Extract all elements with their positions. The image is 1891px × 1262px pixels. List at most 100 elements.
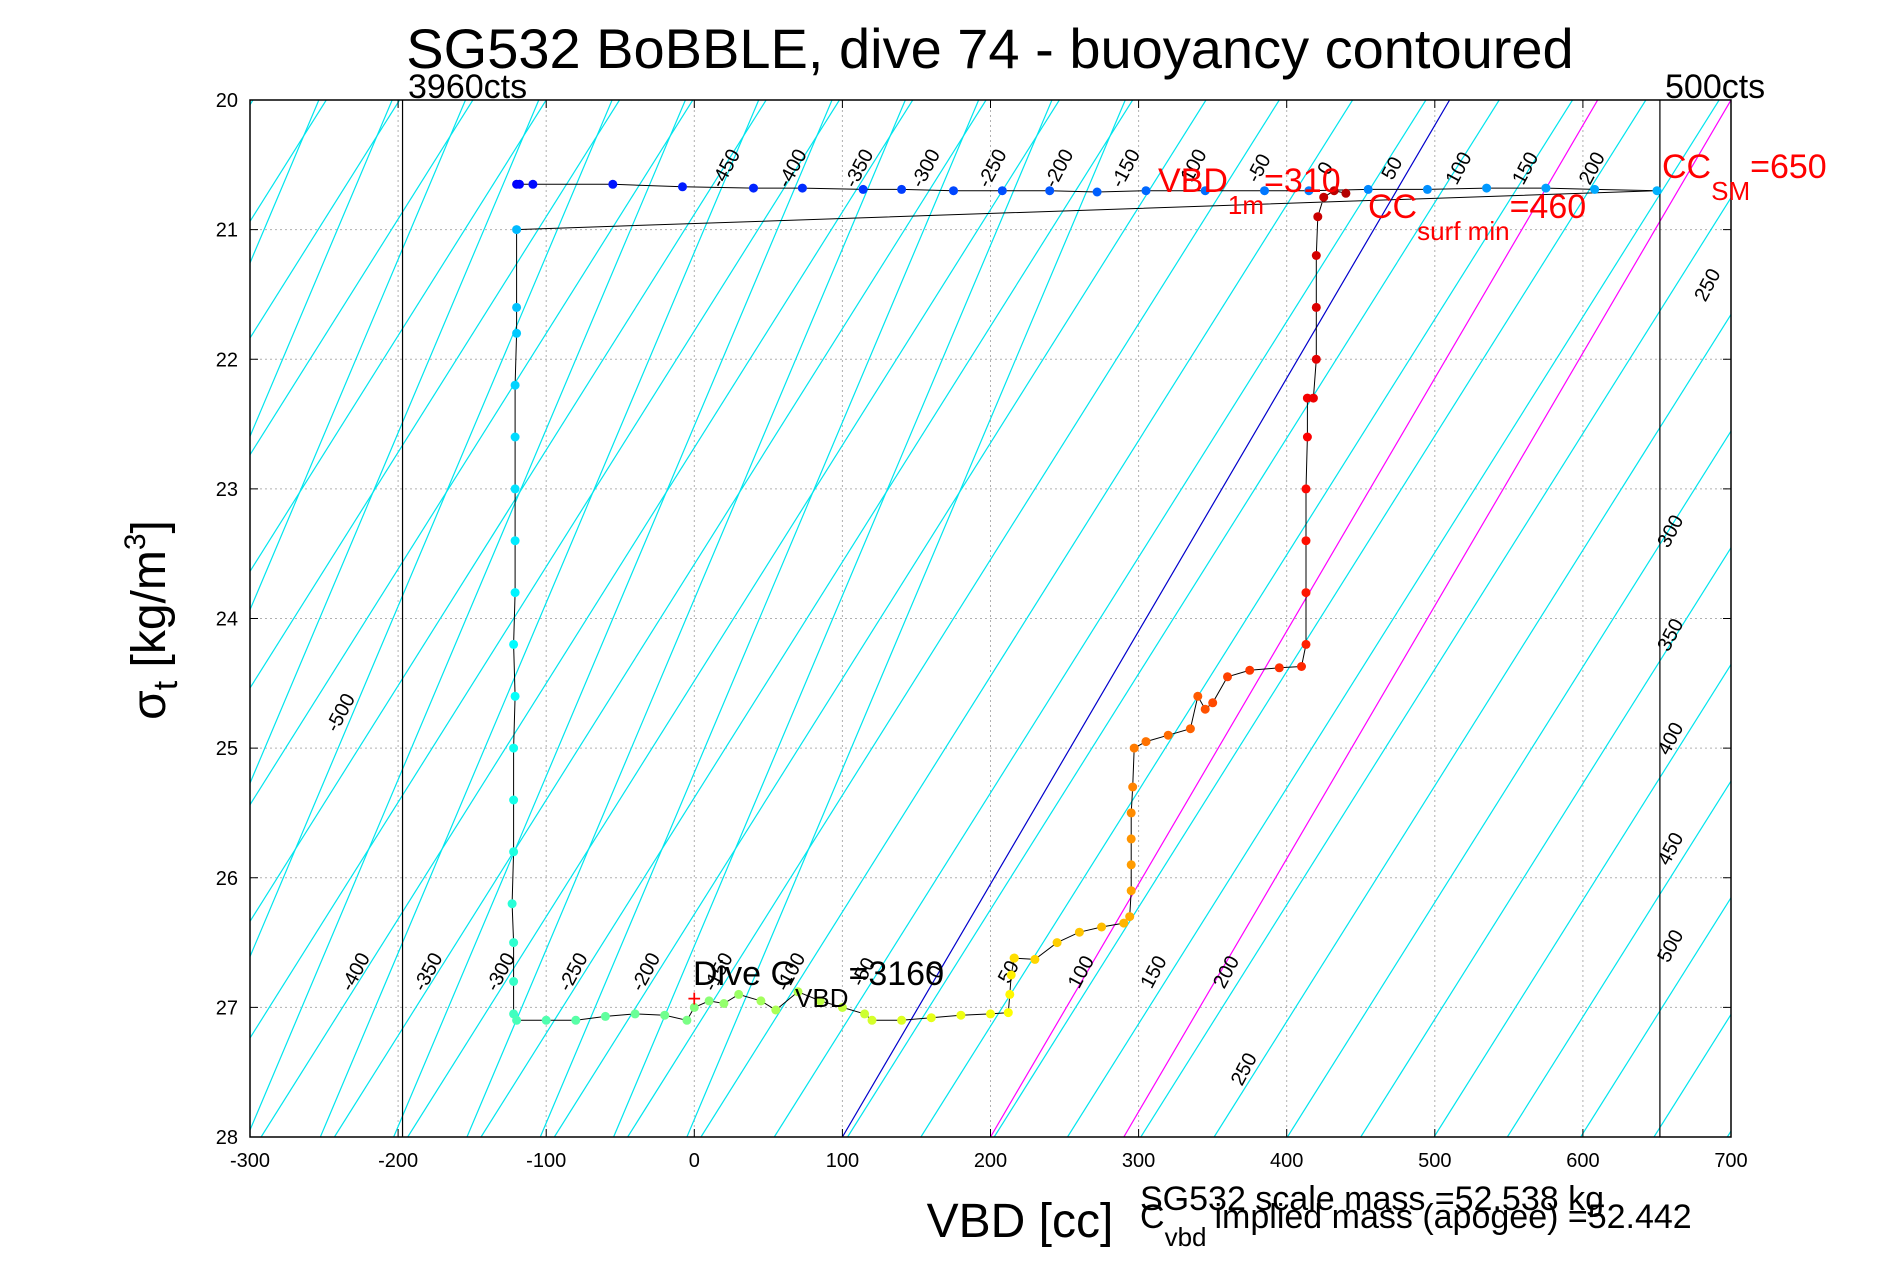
trajectory-point	[1652, 186, 1662, 196]
x-tick-label: -200	[378, 1150, 418, 1172]
contour-line	[1067, 100, 1720, 1137]
trajectory-point	[837, 1002, 847, 1012]
trajectory-point	[1006, 970, 1016, 980]
trajectory-point	[1074, 927, 1084, 937]
contour-line	[393, 100, 833, 1137]
trajectory-point	[926, 1013, 936, 1023]
contour-line	[466, 100, 906, 1137]
trajectory-point	[1297, 662, 1306, 671]
trajectory-point	[1052, 938, 1062, 948]
trajectory-point	[897, 1015, 907, 1025]
trajectory-point	[512, 328, 522, 338]
contour-line	[613, 100, 1053, 1137]
contour-line	[250, 100, 621, 690]
trajectory-point	[1126, 808, 1136, 818]
x-tick-label: 500	[1418, 1150, 1451, 1172]
dive-cvbd-annotation: Dive CVBD=3160	[693, 955, 944, 1013]
trajectory-point	[1311, 302, 1321, 312]
trajectory-point	[793, 987, 803, 997]
contour-line	[250, 100, 840, 1040]
trajectory-point	[756, 996, 766, 1006]
trajectory-point	[1005, 989, 1015, 999]
trajectory-point	[689, 1002, 699, 1012]
trajectory-point	[608, 179, 618, 189]
trajectory-point	[1163, 730, 1173, 740]
contour-line	[250, 100, 613, 959]
trajectory-point	[1301, 536, 1311, 546]
trajectory-point	[1329, 186, 1339, 196]
x-tick-label: 200	[974, 1150, 1007, 1172]
trajectory-point	[997, 186, 1007, 196]
reference-lines	[841, 100, 1731, 1137]
trajectory-point	[1541, 183, 1551, 193]
trajectory-point	[510, 432, 520, 442]
y-tick-label: 20	[216, 90, 238, 112]
contour-line	[627, 100, 1280, 1137]
start-marker: +	[687, 985, 701, 1012]
trajectory-point	[1590, 184, 1600, 194]
contour-line	[700, 100, 1354, 1137]
x-tick-label: 100	[826, 1150, 859, 1172]
trajectory-point	[1302, 432, 1312, 442]
x-tick-label: 300	[1122, 1150, 1155, 1172]
trajectory-point	[1313, 212, 1323, 222]
x-axis-ticks: -300 -200 -100 0 100 200 300 400 500 600 700	[230, 100, 1748, 1172]
trajectory-point	[1129, 743, 1139, 753]
trajectory-point	[797, 183, 807, 193]
trajectory-point	[1301, 484, 1311, 494]
trajectory-point	[509, 938, 519, 948]
trajectory-point	[1185, 724, 1195, 734]
trajectory-point	[1311, 251, 1321, 260]
dive-trajectory: +	[507, 179, 1662, 1025]
contour-line	[250, 100, 694, 806]
trajectory-point	[1208, 698, 1218, 708]
trajectory-point	[1003, 1008, 1013, 1018]
trajectory-point	[1126, 886, 1136, 896]
reference-line-vbd1m	[841, 100, 1451, 1137]
contour-line	[686, 100, 1126, 1137]
x-tick-label: -300	[230, 1150, 270, 1172]
trajectory-point	[1200, 186, 1210, 196]
trajectory-point	[949, 186, 958, 196]
contour-line	[847, 100, 1500, 1137]
trajectory-point	[509, 795, 519, 805]
trajectory-point	[1301, 639, 1311, 649]
trajectory-point	[1200, 704, 1210, 714]
trajectory-point	[678, 182, 687, 192]
contour-line	[539, 100, 980, 1137]
trajectory-point	[1301, 588, 1311, 598]
vbd1m-annotation: VBD1m=310	[1158, 162, 1341, 220]
contour-line	[333, 100, 987, 1137]
contour-line	[1580, 896, 1731, 1137]
contour-line	[250, 100, 686, 1132]
trajectory-point	[541, 1015, 551, 1025]
y-axis-label: σt [kg/m3]	[119, 520, 185, 720]
x-tick-label: 600	[1566, 1150, 1599, 1172]
trajectory-point	[515, 179, 524, 189]
trajectory-point	[600, 1011, 610, 1021]
contour-line	[773, 100, 1427, 1137]
trajectory-point	[682, 1015, 692, 1025]
y-tick-label: 24	[216, 609, 238, 631]
trajectory-point	[510, 588, 520, 598]
trajectory-point	[1125, 912, 1135, 922]
contour-line	[993, 100, 1647, 1137]
trajectory-point	[630, 1009, 640, 1019]
trajectory-point	[509, 743, 519, 753]
contour-line	[250, 100, 547, 573]
trajectory-point	[719, 999, 729, 1008]
y-tick-label: 23	[216, 479, 238, 501]
trajectory-point	[956, 1010, 966, 1020]
buoyancy-contours	[250, 100, 1731, 1137]
trajectory-point	[1030, 954, 1040, 964]
trajectory-point	[509, 639, 519, 649]
trajectory-point	[1092, 187, 1102, 197]
trajectory-point	[1141, 737, 1151, 747]
contour-line	[407, 100, 1060, 1137]
trajectory-point	[509, 977, 519, 986]
contour-line	[250, 100, 401, 340]
x-tick-label: 700	[1714, 1150, 1747, 1172]
limit-label-3960cts: 3960cts	[408, 68, 527, 106]
x-tick-label: 400	[1270, 1150, 1303, 1172]
